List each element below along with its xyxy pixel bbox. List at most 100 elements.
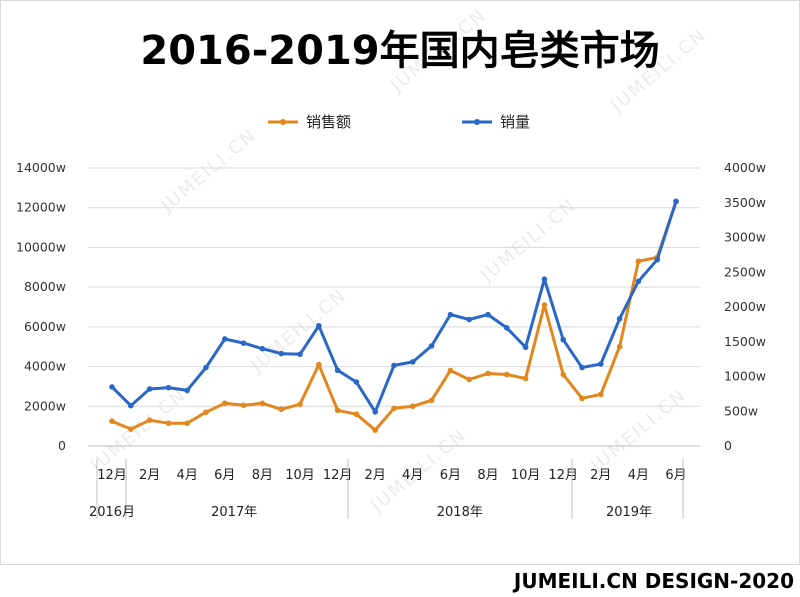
left-axis-tick-label: 8000w — [24, 279, 66, 294]
x-tick-label: 6月 — [440, 468, 461, 483]
volume-data-point — [109, 384, 115, 390]
sales-series-line — [111, 201, 678, 432]
volume-data-point — [635, 278, 642, 285]
right-axis-tick-label: 3000w — [724, 230, 766, 245]
volume-data-point — [203, 364, 209, 371]
x-year-label: 2019年 — [606, 505, 652, 520]
right-axis-tick-label: 1500w — [724, 334, 766, 349]
x-tick-label: 2月 — [139, 468, 160, 483]
sales-data-point — [316, 361, 322, 368]
volume-data-point — [278, 350, 285, 357]
volume-data-point — [372, 409, 379, 415]
x-tick-label: 10月 — [511, 468, 541, 483]
legend-label: 销售额 — [306, 113, 351, 131]
left-axis-tick-label: 10000w — [16, 239, 66, 254]
chart-frame — [0, 0, 800, 565]
sales-data-point — [259, 400, 266, 407]
line-chart: 0 2000w 4000w 6000w 8000w 10000w 12000w 14000w 0… — [16, 113, 766, 520]
volume-data-point — [165, 384, 172, 391]
chart-title: 2016-2019年国内皂类市场 — [140, 28, 660, 74]
right-axis-tick-label: 0 — [724, 438, 732, 453]
sales-data-point — [297, 401, 303, 408]
volume-data-point — [560, 336, 566, 343]
sales-data-point — [109, 418, 115, 424]
volume-data-point — [466, 316, 473, 323]
x-tick-label: 12月 — [97, 468, 127, 483]
volume-data-point — [485, 311, 491, 318]
right-axis-tick-label: 1000w — [724, 369, 766, 384]
x-tick-label: 8月 — [252, 468, 273, 483]
sales-data-point — [522, 375, 529, 382]
sales-data-point — [598, 391, 604, 398]
sales-data-point — [146, 417, 153, 423]
sales-data-point — [222, 400, 228, 407]
left-axis-tick-label: 0 — [58, 438, 66, 453]
legend-swatch-dot — [474, 119, 480, 125]
volume-data-point — [391, 362, 397, 369]
sales-data-point — [635, 258, 642, 265]
volume-data-point — [334, 367, 341, 374]
right-axis-tick-label: 2000w — [724, 299, 766, 314]
right-axis-tick-label: 4000w — [724, 160, 766, 175]
sales-data-point — [560, 371, 566, 378]
volume-data-point — [447, 311, 454, 318]
sales-data-point — [428, 397, 435, 404]
sales-data-point — [353, 411, 360, 418]
sales-data-point — [391, 405, 397, 412]
right-axis-tick-label: 3500w — [724, 195, 766, 210]
sales-data-point — [165, 420, 172, 426]
sales-data-point — [128, 426, 134, 432]
sales-data-point — [447, 367, 454, 374]
volume-data-point — [541, 276, 548, 283]
left-axis-tick-label: 4000w — [24, 359, 66, 374]
volume-data-point — [316, 322, 322, 329]
x-year-label: 2018年 — [437, 505, 483, 520]
x-tick-label: 2月 — [365, 468, 386, 483]
volume-data-point — [428, 343, 435, 349]
sales-data-point — [334, 407, 341, 414]
sales-data-point — [203, 409, 209, 416]
volume-data-point — [297, 351, 303, 358]
x-tick-label: 4月 — [628, 468, 649, 483]
x-tick-label: 6月 — [214, 468, 235, 483]
volume-data-point — [579, 364, 585, 371]
volume-data-point — [222, 336, 228, 342]
left-axis-tick-label: 14000w — [16, 160, 66, 175]
legend-label: 销量 — [500, 113, 530, 131]
x-tick-label: 4月 — [177, 468, 198, 483]
x-tick-label: 12月 — [323, 468, 353, 483]
x-tick-label: 12月 — [548, 468, 578, 483]
sales-data-point — [372, 427, 379, 433]
volume-data-point — [259, 345, 266, 352]
volume-data-point — [673, 198, 679, 205]
sales-data-point — [541, 302, 548, 308]
volume-data-point — [504, 325, 510, 331]
volume-data-point — [128, 402, 134, 409]
x-tick-label: 6月 — [665, 468, 686, 483]
volume-data-point — [146, 386, 153, 392]
legend-swatch-dot — [280, 119, 286, 125]
sales-data-point — [240, 402, 247, 409]
volume-data-point — [654, 256, 660, 263]
x-tick-label: 8月 — [477, 468, 498, 483]
left-axis-tick-label: 12000w — [16, 200, 66, 215]
sales-data-point — [184, 420, 190, 426]
sales-data-point — [485, 370, 491, 377]
volume-data-point — [184, 387, 190, 394]
footer-credit: JUMEILI.CN DESIGN-2020 — [513, 569, 794, 593]
left-axis-tick-label: 2000w — [24, 398, 66, 413]
left-axis-tick-label: 6000w — [24, 319, 66, 334]
volume-data-point — [522, 344, 529, 351]
volume-data-point — [616, 316, 623, 322]
volume-data-point — [353, 379, 360, 385]
sales-data-point — [466, 376, 473, 383]
x-year-label: 2016月 — [89, 505, 135, 520]
volume-data-point — [598, 361, 604, 367]
volume-series-line — [110, 200, 678, 414]
right-axis-tick-label: 2500w — [724, 264, 766, 279]
x-tick-label: 2月 — [590, 468, 611, 483]
volume-data-point — [410, 359, 416, 365]
sales-data-point — [616, 343, 623, 350]
x-year-label: 2017年 — [211, 505, 257, 520]
sales-data-point — [579, 395, 585, 402]
